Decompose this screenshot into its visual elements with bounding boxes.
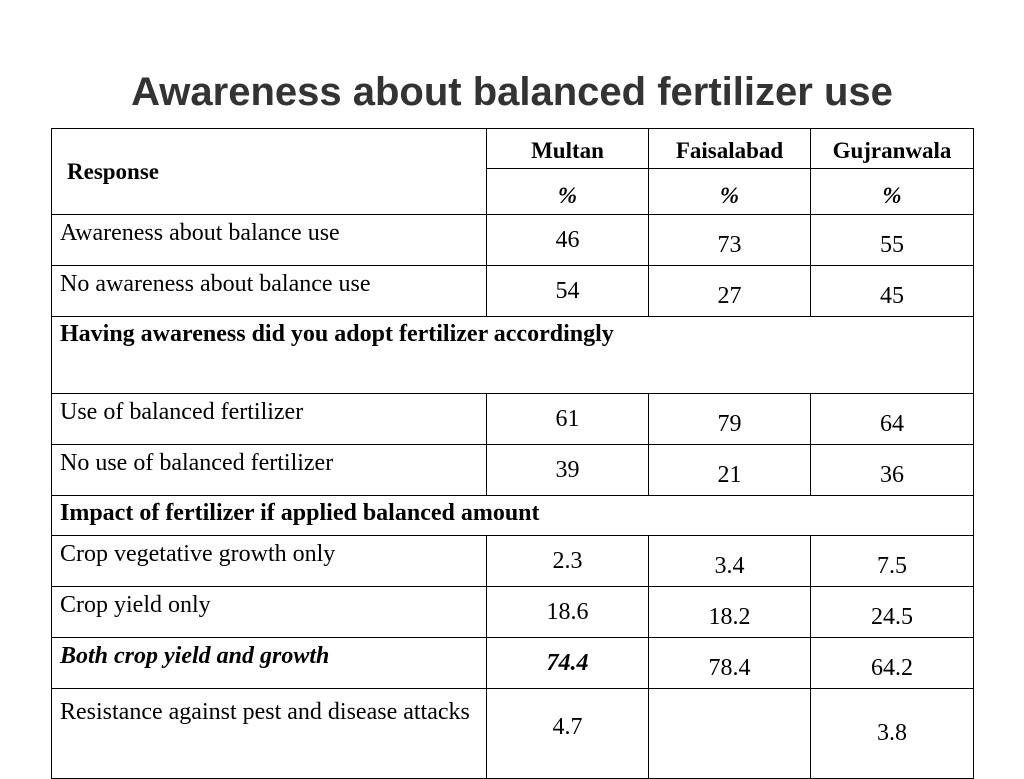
- unit-header: %: [486, 168, 649, 215]
- section-row: Impact of fertilizer if applied balanced…: [51, 495, 974, 536]
- title: Awareness about balanced fertilizer use: [131, 70, 893, 114]
- value-cell: 64: [810, 393, 974, 445]
- value-cell: 78.4: [648, 637, 811, 689]
- value-cell: 54: [486, 265, 649, 317]
- value-cell: 36: [810, 444, 974, 496]
- value-cell: 3.8: [810, 688, 974, 779]
- value-cell: [648, 688, 811, 779]
- row-label: Awareness about balance use: [51, 214, 487, 266]
- value-cell: 21: [648, 444, 811, 496]
- unit-header: %: [648, 168, 811, 215]
- value-cell: 3.4: [648, 535, 811, 587]
- value-cell: 64.2: [810, 637, 974, 689]
- value-cell: 4.7: [486, 688, 649, 779]
- response-header: Response: [51, 128, 487, 215]
- value-cell: 55: [810, 214, 974, 266]
- value-cell: 39: [486, 444, 649, 496]
- section-row: Having awareness did you adopt fertilize…: [51, 316, 974, 394]
- value-cell: 61: [486, 393, 649, 445]
- value-cell: 18.2: [648, 586, 811, 638]
- column-header: Multan: [486, 128, 649, 169]
- value-cell: 73: [648, 214, 811, 266]
- row-label: Use of balanced fertilizer: [51, 393, 487, 445]
- value-cell: 18.6: [486, 586, 649, 638]
- value-cell: 24.5: [810, 586, 974, 638]
- row-label: Both crop yield and growth: [51, 637, 487, 689]
- value-cell: 27: [648, 265, 811, 317]
- value-cell: 46: [486, 214, 649, 266]
- row-label: No awareness about balance use: [51, 265, 487, 317]
- value-cell: 7.5: [810, 535, 974, 587]
- value-cell: 45: [810, 265, 974, 317]
- row-label: Crop vegetative growth only: [51, 535, 487, 587]
- value-cell: 74.4: [486, 637, 649, 689]
- column-header: Faisalabad: [648, 128, 811, 169]
- value-cell: 2.3: [486, 535, 649, 587]
- row-label: Crop yield only: [51, 586, 487, 638]
- row-label: Resistance against pest and disease atta…: [51, 688, 487, 779]
- value-cell: 79: [648, 393, 811, 445]
- unit-header: %: [810, 168, 974, 215]
- row-label: No use of balanced fertilizer: [51, 444, 487, 496]
- column-header: Gujranwala: [810, 128, 974, 169]
